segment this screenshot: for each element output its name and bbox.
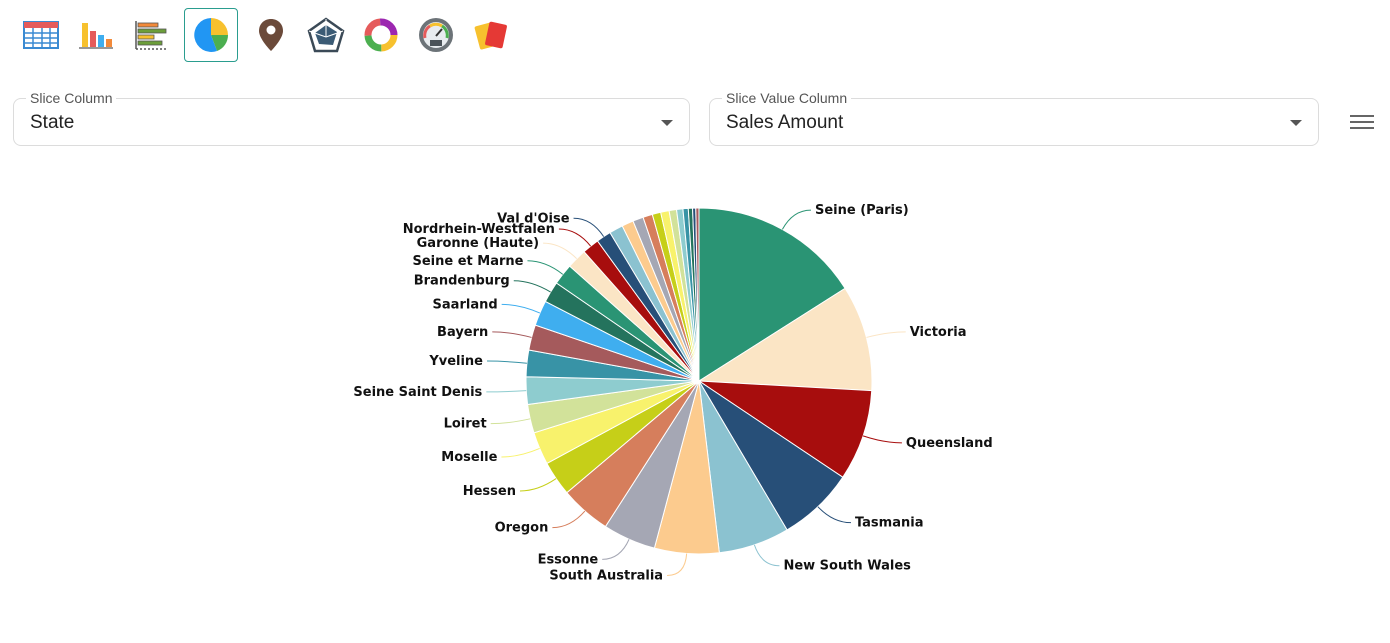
label-leader-moselle [501, 447, 540, 458]
slice-label-new-south-wales: New South Wales [783, 559, 911, 574]
pie-slices [525, 207, 873, 555]
pie-slice-queensland[interactable] [697, 380, 873, 478]
table-icon [23, 21, 59, 49]
slice-column-select[interactable]: Slice Column State [13, 90, 690, 146]
slice-label-val-d-oise: Val d'Oise [497, 211, 570, 226]
slice-label-nordrhein-westfalen: Nordrhein-Westfalen [403, 222, 555, 237]
label-leader-nordrhein-westfalen [558, 228, 592, 247]
kpi-gauge-icon [419, 18, 453, 52]
table-view-button[interactable] [14, 8, 68, 62]
label-leader-new-south-wales [753, 544, 780, 567]
label-leader-tasmania [817, 506, 851, 524]
pie-slice-31[interactable] [695, 207, 700, 382]
slice-label-saarland: Saarland [433, 297, 498, 312]
label-leaders [486, 209, 906, 577]
cards-icon [474, 21, 507, 50]
pie-slice-victoria[interactable] [697, 287, 873, 392]
kpi-button[interactable] [409, 8, 463, 62]
label-leader-oregon [552, 510, 586, 529]
label-leader-yveline [487, 360, 527, 364]
slice-label-bayern: Bayern [437, 325, 488, 340]
slice-label-south-australia: South Australia [549, 569, 663, 584]
label-leader-garonne-haute [543, 242, 578, 260]
label-leader-seine-saint-denis [486, 390, 527, 393]
label-leader-bayern [492, 331, 532, 338]
slice-label-brandenburg: Brandenburg [414, 274, 510, 289]
label-leader-saarland [501, 303, 541, 314]
bar-chart-button[interactable] [69, 8, 123, 62]
slice-value-column-value: Sales Amount [726, 112, 844, 133]
slice-labels: Seine (Paris) Victoria Queensland Tasmania N… [353, 203, 992, 583]
donut-chart-button[interactable] [354, 8, 408, 62]
label-leader-victoria [866, 331, 906, 338]
map-pin-icon [259, 19, 283, 51]
label-leader-queensland [862, 435, 902, 444]
label-leader-seine-paris [781, 209, 811, 230]
label-leader-essonne [602, 539, 630, 560]
slice-label-essonne: Essonne [538, 552, 599, 567]
chevron-down-icon [661, 120, 673, 126]
bar-chart-icon [79, 23, 113, 49]
donut-chart-icon [364, 18, 398, 52]
slice-label-oregon: Oregon [495, 521, 549, 536]
slice-label-garonne-haute: Garonne (Haute) [417, 236, 539, 251]
label-leader-hessen [519, 478, 557, 492]
slice-column-label: Slice Column [26, 90, 117, 106]
cards-button[interactable] [464, 8, 518, 62]
pie-slice-seine-paris[interactable] [698, 207, 846, 382]
pie-chart: Seine (Paris) Victoria Queensland Tasmania N… [353, 203, 992, 583]
pie-chart-icon [194, 18, 229, 52]
label-leader-loiret [490, 418, 531, 425]
slice-label-yveline: Yveline [428, 354, 483, 369]
label-leader-val-d-oise [573, 217, 605, 237]
slice-label-tasmania: Tasmania [855, 516, 924, 531]
slice-label-seine-paris: Seine (Paris) [815, 203, 909, 218]
chevron-down-icon [1290, 120, 1302, 126]
slice-label-loiret: Loiret [444, 417, 487, 432]
slice-label-victoria: Victoria [910, 325, 967, 340]
slice-value-column-label: Slice Value Column [722, 90, 852, 106]
label-leader-south-australia [667, 553, 688, 577]
horizontal-bar-chart-button[interactable] [124, 8, 178, 62]
pie-chart-button[interactable] [184, 8, 238, 62]
slice-label-seine-saint-denis: Seine Saint Denis [353, 385, 482, 400]
label-leader-brandenburg [513, 280, 551, 293]
slice-column-value: State [30, 112, 75, 133]
slice-label-moselle: Moselle [441, 450, 497, 465]
slice-label-hessen: Hessen [463, 484, 516, 499]
slice-value-column-select[interactable]: Slice Value Column Sales Amount [709, 90, 1319, 146]
menu-icon[interactable] [1350, 112, 1374, 132]
slice-label-queensland: Queensland [906, 436, 993, 451]
radar-chart-button[interactable] [299, 8, 353, 62]
horizontal-bar-chart-icon [135, 21, 168, 50]
slice-label-seine-et-marne: Seine et Marne [412, 254, 523, 269]
label-leader-seine-et-marne [527, 260, 564, 275]
radar-chart-icon [307, 17, 345, 53]
map-button[interactable] [244, 8, 298, 62]
